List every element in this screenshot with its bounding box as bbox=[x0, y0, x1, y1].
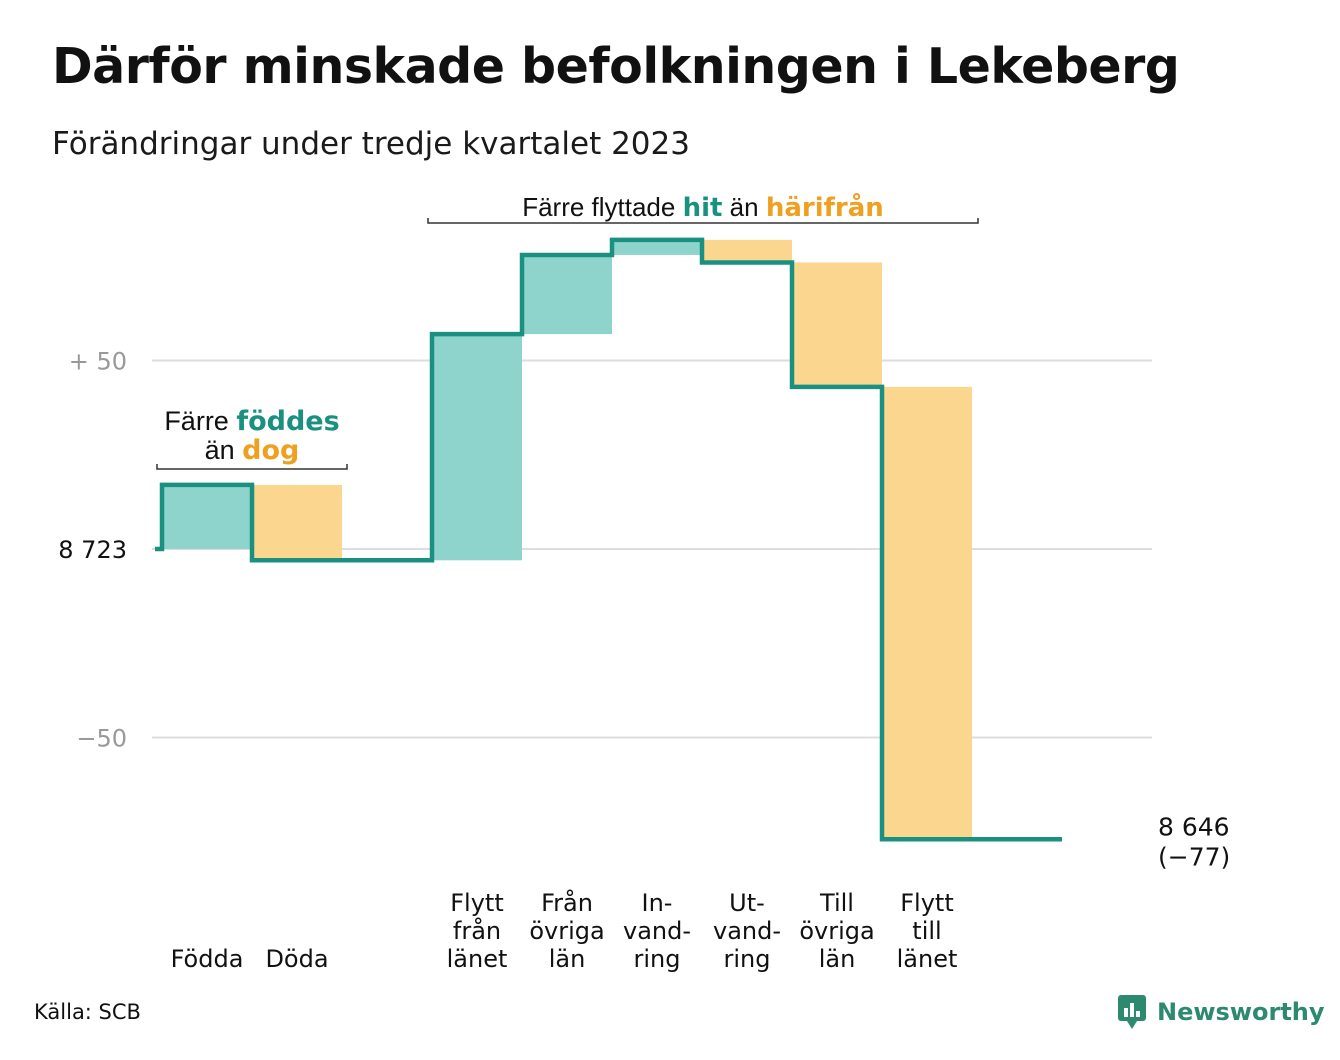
y-tick-label: + 50 bbox=[69, 348, 127, 376]
annotation-moving: Färre flyttade hit än härifrån bbox=[522, 191, 884, 223]
newsworthy-logo: Newsworthy bbox=[1117, 994, 1325, 1030]
category-label: In- bbox=[642, 889, 673, 917]
y-tick-label: 8 723 bbox=[58, 536, 127, 564]
category-label: övriga bbox=[529, 917, 604, 945]
category-label: Döda bbox=[265, 945, 328, 973]
category-label: Ut- bbox=[729, 889, 765, 917]
chart-bubble-icon bbox=[1118, 995, 1146, 1029]
category-label: länet bbox=[447, 945, 508, 973]
category-label: till bbox=[912, 917, 941, 945]
category-label: ring bbox=[724, 945, 771, 973]
category-label: ring bbox=[634, 945, 681, 973]
annotation-births-deaths-line2: än dog bbox=[205, 435, 300, 466]
category-label: från bbox=[453, 916, 501, 945]
source-note: Källa: SCB bbox=[34, 1000, 141, 1024]
annotation-bracket bbox=[156, 464, 348, 470]
category-label: län bbox=[819, 945, 856, 973]
y-tick-label: −50 bbox=[76, 725, 127, 753]
bar-in bbox=[432, 334, 522, 561]
bar-out bbox=[702, 239, 792, 263]
category-label: län bbox=[549, 945, 586, 973]
bar-in bbox=[612, 239, 702, 255]
category-label: Flytt bbox=[900, 889, 954, 917]
category-label: övriga bbox=[799, 917, 874, 945]
end-change-label: (−77) bbox=[1158, 842, 1230, 871]
bar-out bbox=[882, 386, 972, 840]
annotation-bracket bbox=[427, 218, 979, 224]
bar-out bbox=[252, 484, 342, 561]
end-value-label: 8 646 bbox=[1158, 812, 1230, 841]
chart-subtitle: Förändringar under tredje kvartalet 2023 bbox=[52, 126, 690, 162]
category-label: Flytt bbox=[450, 889, 504, 917]
category-label: vand- bbox=[623, 917, 691, 945]
category-label: Till bbox=[819, 889, 854, 917]
bar-in bbox=[522, 254, 612, 335]
chart-title: Därför minskade befolkningen i Lekeberg bbox=[52, 38, 1180, 95]
series-line bbox=[155, 237, 1062, 842]
category-label: länet bbox=[897, 945, 958, 973]
category-label: Från bbox=[541, 888, 593, 917]
brand-name: Newsworthy bbox=[1157, 998, 1325, 1026]
category-label: Födda bbox=[171, 945, 244, 973]
annotation-births-deaths-line1: Färre föddes bbox=[164, 406, 339, 437]
bar-in bbox=[162, 484, 252, 549]
category-label: vand- bbox=[713, 917, 781, 945]
bar-out bbox=[792, 262, 882, 387]
